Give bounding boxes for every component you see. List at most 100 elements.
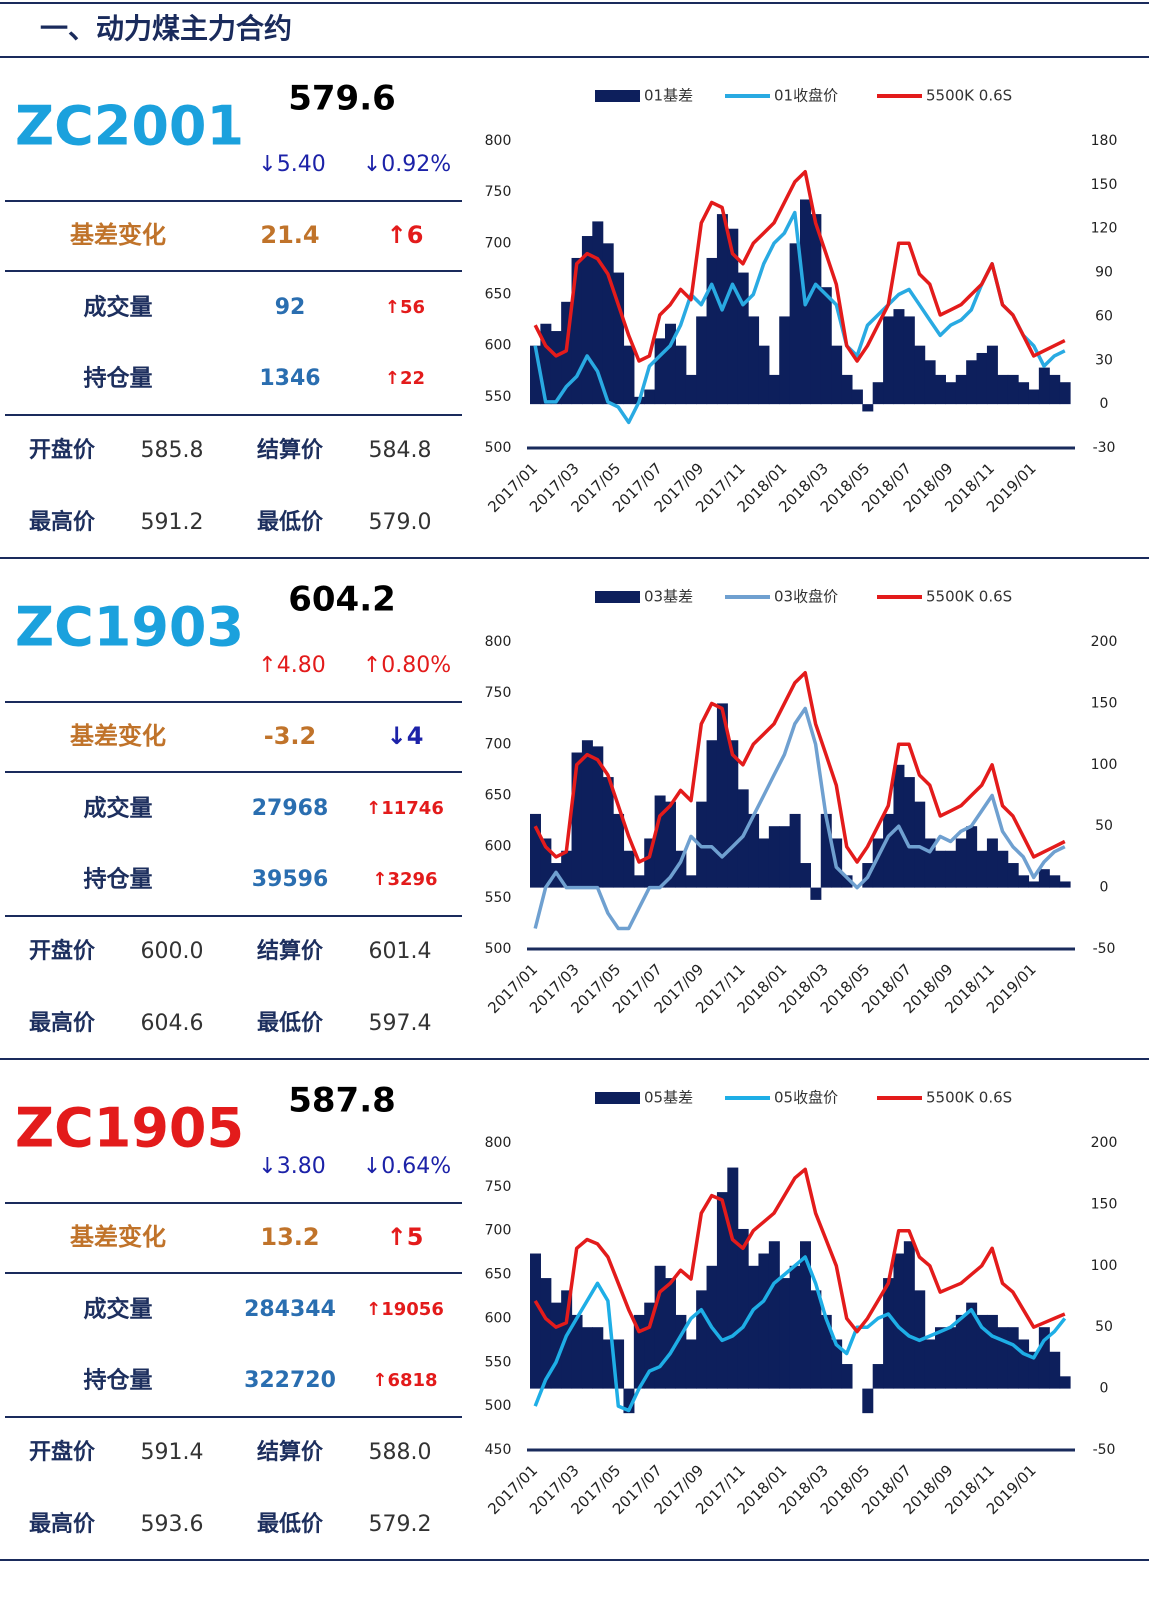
basis-bar [758, 345, 770, 405]
basis-bar [633, 875, 645, 888]
volume-value: 27968 [252, 796, 329, 821]
y2-tick-label: -50 [1093, 941, 1116, 957]
price-line [533, 1167, 1066, 1334]
basis-bar [903, 777, 915, 888]
basis-bar [893, 1253, 905, 1389]
basis-bar [966, 1302, 978, 1389]
y-tick-label: 550 [485, 389, 512, 405]
legend-label: 03基差 [644, 588, 693, 606]
basis-bar [810, 1290, 822, 1389]
y2-tick-label: 50 [1095, 818, 1113, 834]
price-label: 开盘价 [29, 938, 96, 964]
basis-bar [768, 826, 780, 888]
basis-bar [602, 1339, 614, 1389]
price-change-pct: ↓0.92% [363, 152, 451, 177]
basis-bar [1018, 382, 1030, 405]
y2-tick-label: 200 [1091, 634, 1118, 650]
basis-bar [966, 826, 978, 888]
basis-bar [644, 389, 656, 405]
basis-bar [675, 850, 687, 888]
price-change: ↓3.80 [258, 1154, 325, 1179]
basis-bar [696, 1290, 708, 1389]
basis-bar [581, 740, 593, 888]
basis-bar [1049, 875, 1061, 888]
basis-bar [935, 374, 946, 405]
price-label: 最高价 [29, 1511, 96, 1537]
open-interest-value: 322720 [244, 1368, 336, 1393]
price-value: 604.6 [141, 1011, 204, 1036]
y2-tick-label: 150 [1091, 177, 1118, 193]
basis-bar [716, 1192, 728, 1389]
y-tick-label: 600 [485, 839, 512, 855]
basis-bar [945, 382, 957, 405]
basis-bar [623, 345, 635, 405]
basis-value: -3.2 [264, 722, 316, 750]
basis-bar [1038, 1327, 1050, 1389]
last-price: 587.8 [288, 1081, 396, 1121]
legend-label: 5500K 0.6S [926, 1089, 1012, 1107]
legend-label: 01收盘价 [774, 87, 838, 105]
price-value: 584.8 [369, 438, 432, 463]
basis-bar [613, 1339, 625, 1389]
basis-bar [592, 746, 604, 888]
basis-bar [883, 813, 895, 888]
basis-bar [914, 345, 926, 405]
basis-bar [779, 1278, 791, 1389]
basis-bar [800, 863, 811, 888]
basis-label: 基差变化 [70, 722, 166, 750]
basis-bar [1028, 881, 1040, 888]
price-label: 结算价 [257, 1439, 324, 1465]
volume-label: 成交量 [84, 294, 153, 321]
basis-bar [685, 374, 697, 405]
last-price: 604.2 [288, 580, 396, 620]
y2-tick-label: 0 [1100, 1381, 1109, 1397]
volume-value: 284344 [244, 1297, 336, 1322]
basis-bar [779, 826, 791, 888]
basis-bar [997, 850, 1009, 888]
legend-label: 05基差 [644, 1089, 693, 1107]
y-tick-label: 700 [485, 1223, 512, 1239]
basis-bar [841, 374, 853, 405]
basis-bar [633, 1314, 645, 1389]
basis-bar [1028, 1351, 1040, 1389]
y2-tick-label: 50 [1095, 1319, 1113, 1335]
basis-bar [789, 243, 801, 405]
basis-bar [758, 838, 770, 888]
basis-bar [561, 301, 573, 405]
y-tick-label: 650 [485, 287, 512, 303]
basis-bar [945, 1327, 957, 1389]
basis-label: 基差变化 [70, 221, 166, 249]
basis-bar [540, 838, 552, 888]
basis-bar [571, 1314, 583, 1389]
basis-bar [831, 345, 843, 405]
volume-change: ↑11746 [366, 798, 444, 819]
basis-bar [602, 777, 614, 888]
y2-tick-label: 30 [1095, 352, 1113, 368]
last-price: 579.6 [288, 79, 396, 119]
price-label: 最高价 [29, 509, 96, 535]
price-label: 最高价 [29, 1010, 96, 1036]
legend-label: 03收盘价 [774, 588, 838, 606]
basis-bar [841, 1364, 853, 1389]
basis-bar [779, 316, 791, 405]
basis-bar [758, 1253, 770, 1389]
basis-bar [986, 1314, 998, 1389]
basis-bar [768, 1241, 780, 1389]
basis-bar [581, 1327, 593, 1389]
y-tick-label: 800 [485, 634, 512, 650]
basis-bar [820, 1314, 832, 1389]
page-title: 一、动力煤主力合约 [40, 12, 292, 45]
y2-tick-label: 60 [1095, 308, 1113, 324]
price-change-pct: ↓0.64% [363, 1154, 451, 1179]
open-interest-change: ↑6818 [372, 1370, 437, 1391]
y2-tick-label: 150 [1091, 1196, 1118, 1212]
basis-bar [748, 1265, 760, 1389]
basis-bar [872, 838, 884, 888]
y-tick-label: 550 [485, 890, 512, 906]
basis-bar [883, 1278, 895, 1389]
basis-bar [685, 1339, 697, 1389]
basis-bar [810, 214, 822, 405]
basis-bar [727, 740, 739, 888]
y-tick-label: 500 [485, 1398, 512, 1414]
basis-bar [976, 850, 988, 888]
